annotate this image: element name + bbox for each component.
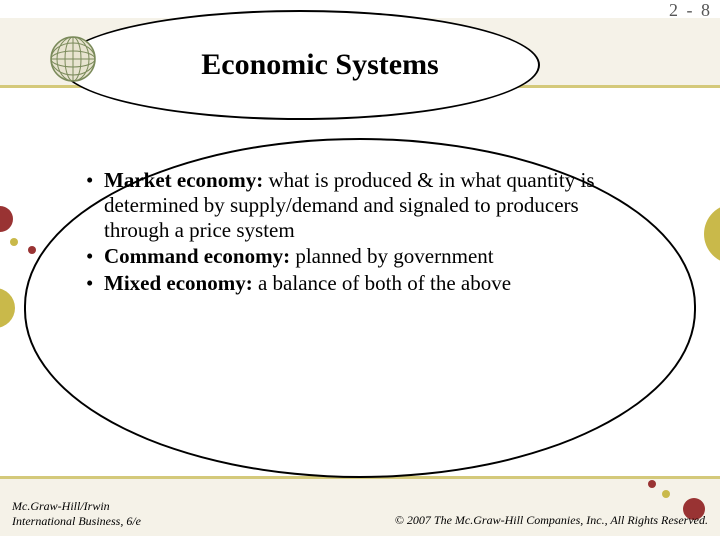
page-number: 2 - 8 (669, 0, 712, 21)
decor-dot (0, 206, 13, 232)
globe-icon (48, 34, 98, 84)
bullet-item: Command economy: planned by government (86, 244, 644, 269)
bullet-desc: a balance of both of the above (253, 271, 511, 295)
bullet-desc: planned by government (290, 244, 494, 268)
bullet-item: Market economy: what is produced & in wh… (86, 168, 644, 242)
footer-line-1: Mc.Graw-Hill/Irwin (12, 499, 141, 513)
decor-dot (10, 238, 18, 246)
content-ellipse: Market economy: what is produced & in wh… (24, 138, 696, 478)
decor-dot (0, 288, 15, 328)
decor-dot (704, 204, 720, 264)
bullet-item: Mixed economy: a balance of both of the … (86, 271, 644, 296)
title-ellipse: Economic Systems (60, 10, 540, 120)
decor-dot (648, 480, 656, 488)
bullet-term: Mixed economy: (104, 271, 253, 295)
content-body: Market economy: what is produced & in wh… (86, 168, 644, 298)
bullet-term: Command economy: (104, 244, 290, 268)
footer-line-2: International Business, 6/e (12, 514, 141, 528)
decor-dot (28, 246, 36, 254)
bullet-term: Market economy: (104, 168, 263, 192)
footer-publisher: Mc.Graw-Hill/Irwin International Busines… (12, 499, 141, 528)
footer-copyright: © 2007 The Mc.Graw-Hill Companies, Inc.,… (395, 513, 708, 528)
decor-dot (662, 490, 670, 498)
slide-title: Economic Systems (201, 48, 438, 82)
